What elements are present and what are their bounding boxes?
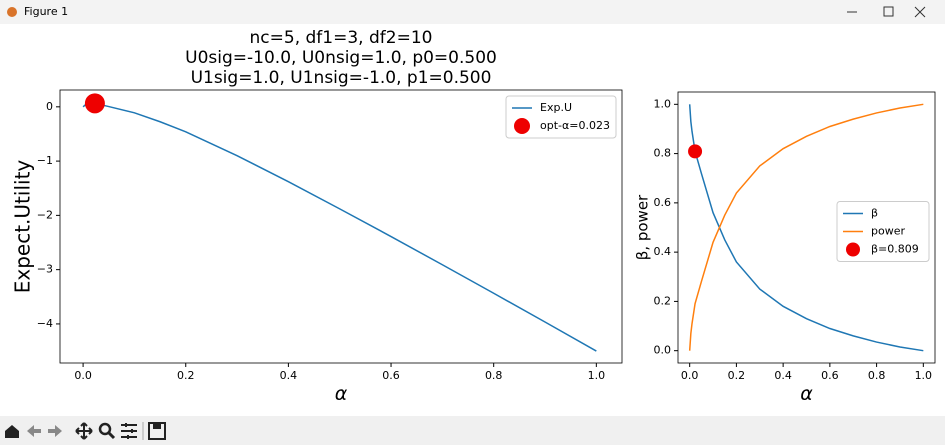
forward-button[interactable] (48, 425, 62, 437)
y-tick-label: 0.6 (654, 196, 672, 209)
x-tick-label: 0.2 (728, 369, 746, 382)
y-tick-label: 0.2 (654, 294, 672, 307)
app-icon (7, 7, 17, 17)
y-tick-label: −2 (37, 208, 53, 221)
save-button[interactable] (148, 422, 166, 440)
legend-swatch (846, 242, 860, 257)
y-tick-label: 0 (46, 100, 53, 113)
y-axis-label: Expect.Utility (11, 160, 35, 294)
y-tick-label: 0.0 (654, 344, 672, 357)
legend-label: opt-α=0.023 (540, 119, 610, 132)
y-tick-label: 1.0 (654, 97, 672, 110)
window-title: Figure 1 (24, 5, 68, 18)
zoom-button[interactable] (98, 422, 116, 440)
y-tick-label: −3 (37, 263, 53, 276)
chart-title: U0sig=-10.0, U0nsig=1.0, p0=0.500 (185, 48, 497, 68)
back-button[interactable] (27, 425, 41, 437)
data-line (688, 104, 924, 352)
x-tick-label: 1.0 (588, 369, 606, 382)
legend-box (836, 201, 930, 262)
pan-button[interactable] (75, 422, 93, 440)
y-tick-label: −4 (37, 317, 53, 330)
x-tick-label: 0.8 (485, 369, 503, 382)
legend-label: Exp.U (540, 101, 572, 114)
x-tick-label: 0.0 (681, 369, 699, 382)
legend-label: β=0.809 (871, 243, 919, 256)
data-line (688, 103, 924, 351)
x-tick-label: 0.2 (177, 369, 195, 382)
y-tick-label: −1 (37, 154, 53, 167)
legend-label: power (871, 225, 905, 238)
y-tick-label: 0.4 (654, 245, 672, 258)
x-tick-label: 0.6 (382, 369, 400, 382)
chart-title: U1sig=1.0, U1nsig=-1.0, p1=0.500 (191, 68, 492, 88)
data-point (84, 93, 105, 114)
x-tick-label: 0.4 (774, 369, 792, 382)
title-bar (0, 0, 945, 24)
toolbar (0, 416, 945, 445)
legend-label: β (871, 207, 878, 220)
x-tick-label: 0.8 (868, 369, 886, 382)
maximize-button[interactable] (883, 6, 894, 17)
x-tick-label: 0.4 (280, 369, 298, 382)
x-axis-label: α (335, 383, 348, 405)
home-button[interactable] (5, 425, 19, 438)
chart-title: nc=5, df1=3, df2=10 (250, 28, 433, 48)
y-tick-label: 0.8 (654, 147, 672, 160)
data-point (688, 144, 703, 159)
close-button[interactable] (914, 6, 926, 18)
x-tick-label: 0.0 (74, 369, 92, 382)
x-tick-label: 0.6 (821, 369, 839, 382)
x-tick-label: 1.0 (915, 369, 933, 382)
x-axis-label: α (800, 383, 813, 405)
configure-button[interactable] (121, 423, 137, 439)
y-axis-label: β, power (634, 194, 652, 260)
legend-box (505, 95, 617, 139)
legend-swatch (514, 118, 530, 134)
